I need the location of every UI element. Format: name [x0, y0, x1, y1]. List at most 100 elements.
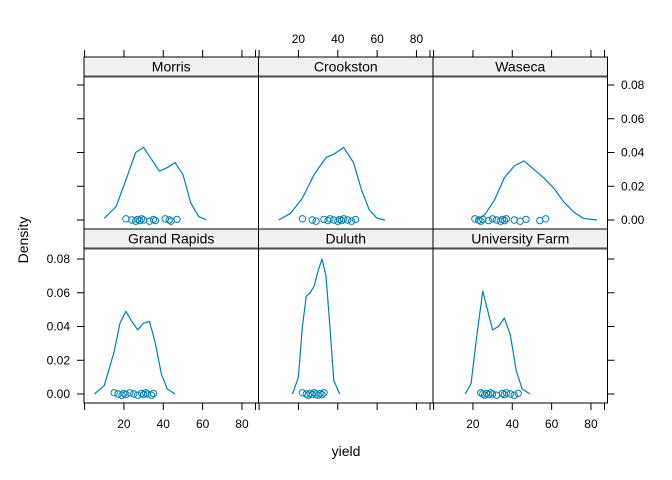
- x-tick-label: 80: [235, 417, 249, 431]
- x-tick-label: 20: [117, 417, 131, 431]
- data-point: [475, 216, 483, 224]
- data-point: [522, 215, 530, 224]
- data-point: [502, 215, 511, 223]
- data-point: [343, 216, 352, 224]
- data-point: [110, 389, 118, 397]
- data-point: [122, 390, 130, 399]
- data-point: [326, 215, 334, 223]
- data-point: [143, 390, 152, 398]
- data-point: [137, 215, 146, 223]
- x-tick-label: 40: [157, 417, 171, 431]
- data-point: [122, 215, 130, 223]
- data-point: [149, 389, 158, 398]
- data-point: [510, 391, 518, 399]
- density-curve: [278, 146, 386, 221]
- data-point: [147, 391, 156, 399]
- y-tick-label-left: 0.06: [47, 286, 71, 300]
- data-point: [308, 216, 316, 224]
- panel-grand-rapids: Grand Rapids: [83, 228, 259, 404]
- data-point: [173, 215, 181, 224]
- panels-group: Morris Crookston Waseca Grand Rapids Duluth U…: [83, 56, 608, 404]
- panel-border: [258, 56, 434, 230]
- x-tick-label: 40: [331, 32, 345, 46]
- data-point: [149, 215, 158, 224]
- data-point: [500, 390, 509, 399]
- data-point: [139, 390, 148, 399]
- panel-duluth: Duluth: [258, 228, 434, 404]
- y-tick-label-right: 0.04: [621, 146, 645, 160]
- panel-border: [258, 228, 434, 404]
- x-tick-label: 60: [545, 417, 559, 431]
- strip-title: Morris: [152, 59, 191, 75]
- data-point: [340, 215, 348, 223]
- x-tick-label: 40: [506, 417, 520, 431]
- strip-title: Crookston: [314, 59, 378, 75]
- data-point: [514, 389, 522, 398]
- data-point: [479, 215, 487, 224]
- data-point: [298, 215, 307, 223]
- data-point: [338, 216, 346, 225]
- data-point: [316, 389, 324, 398]
- panel-crookston: Crookston: [258, 56, 434, 230]
- y-axis-label: Density: [15, 217, 31, 264]
- data-point: [130, 390, 138, 398]
- data-point: [347, 217, 356, 225]
- data-point: [336, 215, 344, 224]
- data-point: [128, 216, 136, 224]
- panel-border: [83, 228, 259, 404]
- y-tick-label-left: 0.00: [47, 387, 71, 401]
- strip-background: [258, 57, 433, 77]
- x-tick-label: 60: [196, 417, 210, 431]
- x-tick-label: 80: [584, 417, 598, 431]
- data-point: [330, 216, 338, 224]
- y-tick-label-left: 0.04: [47, 320, 71, 334]
- density-curve: [291, 258, 341, 395]
- data-point: [502, 389, 511, 397]
- data-point: [500, 216, 509, 225]
- x-tick-label: 60: [370, 32, 384, 46]
- panel-border: [432, 56, 608, 230]
- density-curve: [474, 160, 597, 221]
- strip-title: Waseca: [495, 59, 545, 75]
- axes-group: 20 40 60 80 20 40 60 80 20 40 60 80 0.00 0.02 0.04 0.06…: [47, 32, 645, 431]
- data-point: [324, 216, 332, 225]
- data-point: [477, 217, 485, 225]
- strip-background: [84, 229, 259, 249]
- data-point: [485, 390, 493, 399]
- x-tick-label: 20: [466, 417, 480, 431]
- x-tick-label: 20: [292, 32, 306, 46]
- density-curve: [103, 146, 207, 221]
- data-point: [145, 217, 154, 225]
- y-tick-label-left: 0.08: [47, 252, 71, 266]
- data-point: [312, 217, 320, 225]
- x-axis-label: yield: [332, 443, 361, 459]
- y-tick-label-left: 0.02: [47, 353, 71, 367]
- data-point: [139, 216, 148, 224]
- panel-border: [432, 228, 608, 404]
- strip-title: Grand Rapids: [128, 231, 214, 247]
- density-curve: [94, 310, 176, 395]
- data-point: [320, 215, 328, 224]
- data-point: [488, 215, 497, 223]
- strip-background: [84, 57, 259, 77]
- data-point: [320, 389, 328, 397]
- data-point: [126, 389, 134, 397]
- data-point: [498, 215, 507, 224]
- data-point: [151, 216, 160, 225]
- y-tick-label-right: 0.08: [621, 78, 645, 92]
- data-point: [506, 390, 514, 398]
- strip-title: Duluth: [326, 231, 366, 247]
- strip-title: University Farm: [471, 231, 569, 247]
- strip-background: [433, 57, 608, 77]
- data-point: [488, 390, 497, 398]
- data-point: [351, 215, 360, 224]
- x-tick-label: 80: [410, 32, 424, 46]
- data-point: [136, 216, 144, 225]
- data-point: [542, 215, 550, 223]
- data-point: [165, 216, 173, 224]
- data-point: [492, 216, 501, 224]
- y-tick-label-right: 0.06: [621, 112, 645, 126]
- data-point: [318, 390, 326, 399]
- data-point: [134, 391, 142, 399]
